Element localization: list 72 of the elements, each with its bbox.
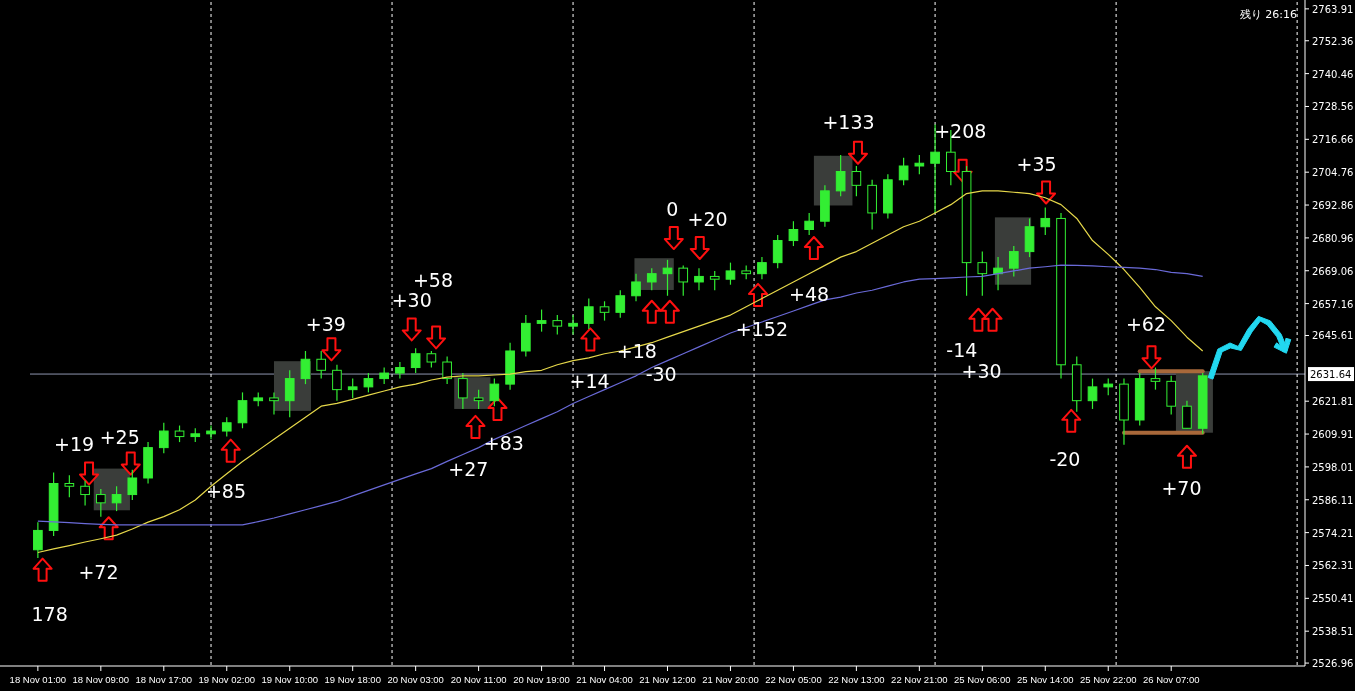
candlestick [536,308,547,333]
candlestick [363,372,374,393]
candlestick [804,212,814,236]
annotation: +83 [483,431,524,454]
annotation: -30 [645,363,677,386]
annotation: -20 [1049,447,1081,470]
annotation: +85 [205,480,247,503]
annotation: +25 [99,425,140,448]
candlestick [646,267,657,291]
candlestick [221,416,232,438]
candlestick [1182,400,1192,430]
candlestick [237,391,248,429]
annotation: +27 [448,457,489,480]
candlestick [788,220,799,247]
candlestick [395,361,405,380]
annotation: -14 [946,339,978,362]
candlestick [599,300,610,322]
candlestick [757,256,767,280]
candlestick [347,377,358,399]
annotation: +19 [54,432,95,455]
annotation: +30 [391,288,432,311]
candlestick [772,234,783,269]
candlestick [473,389,484,410]
candlestick [96,488,106,518]
candlestick [835,154,846,197]
candlestick [898,157,909,186]
annotation: +35 [1016,152,1057,175]
annotation: +62 [1125,313,1167,336]
candlestick [300,350,311,385]
annotation: 0 [666,197,679,220]
annotation: +58 [412,269,453,291]
candlestick [64,474,75,498]
candlestick [678,264,689,297]
candlestick [206,424,216,440]
annotation: +208 [934,119,987,142]
candlestick [631,273,641,302]
annotation: +14 [569,370,610,393]
annotation: +133 [822,111,875,134]
annotation: +48 [789,282,830,305]
annotation: 残り 26:16 [1239,8,1297,21]
candlestick [33,521,43,559]
candlestick [1087,377,1098,410]
candlestick [332,364,342,402]
candlestick [127,469,138,501]
candlestick [1008,245,1019,278]
candlestick [284,369,295,418]
candlestick [158,422,169,454]
candlestick [489,377,500,407]
annotation: +70 [1161,477,1202,500]
candlestick [914,154,925,175]
candlestick [552,314,563,336]
candlestick [709,270,720,291]
candlestick [442,355,452,385]
candlestick [694,267,704,291]
candlestick [269,391,279,416]
candlestick [410,347,421,374]
candlestick [851,165,862,197]
candlestick [458,372,468,410]
candlestick [583,297,594,330]
candlestick [568,314,578,336]
candlestick [111,485,122,512]
annotation: +18 [616,340,657,363]
annotation: +20 [687,208,728,231]
annotation: +30 [961,360,1002,383]
annotation: +39 [305,313,346,336]
candlestick [977,250,988,297]
candlestick [1150,366,1161,391]
annotation: +72 [78,560,119,583]
annotation: 178 [31,603,68,626]
candlestick [725,262,736,286]
candlestick [1040,206,1051,236]
candlestick [615,289,626,319]
